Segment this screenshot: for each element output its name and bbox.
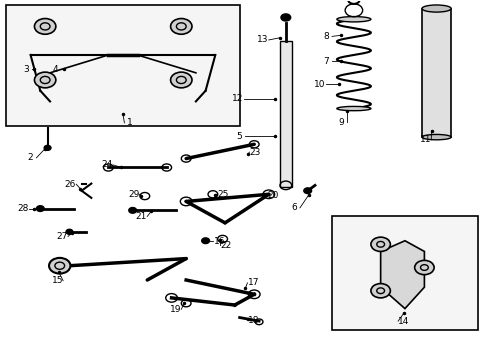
Circle shape: [370, 237, 389, 251]
Text: 26: 26: [64, 180, 76, 189]
Text: 4: 4: [53, 65, 59, 74]
Circle shape: [303, 188, 311, 194]
Text: 28: 28: [18, 204, 29, 213]
Circle shape: [201, 238, 209, 244]
Text: 15: 15: [51, 276, 63, 285]
Circle shape: [34, 18, 56, 34]
Text: 20: 20: [266, 190, 278, 199]
Circle shape: [44, 145, 51, 150]
Polygon shape: [380, 241, 424, 309]
Circle shape: [414, 260, 433, 275]
Ellipse shape: [336, 17, 370, 22]
Circle shape: [34, 72, 56, 88]
Text: 12: 12: [231, 94, 243, 103]
Text: 5: 5: [236, 132, 242, 141]
Text: 1: 1: [127, 118, 133, 127]
Bar: [421, 9, 450, 137]
Ellipse shape: [421, 134, 450, 140]
Text: 8: 8: [323, 32, 328, 41]
Text: 21: 21: [136, 212, 147, 221]
Text: 22: 22: [220, 240, 231, 249]
Bar: [331, 216, 477, 330]
Circle shape: [128, 207, 136, 213]
Text: 25: 25: [217, 190, 228, 199]
Text: 23: 23: [249, 148, 261, 157]
Text: 10: 10: [313, 80, 325, 89]
Text: 11: 11: [419, 135, 430, 144]
Circle shape: [66, 229, 73, 234]
Circle shape: [370, 284, 389, 298]
Text: 6: 6: [291, 203, 296, 212]
Text: 18: 18: [247, 315, 259, 324]
Bar: [6, 5, 239, 126]
Text: 17: 17: [247, 278, 259, 287]
Circle shape: [170, 72, 192, 88]
Ellipse shape: [421, 5, 450, 12]
Ellipse shape: [336, 107, 370, 111]
Text: 19: 19: [169, 305, 181, 314]
Text: 27: 27: [56, 232, 68, 241]
Bar: [279, 41, 291, 187]
Text: 7: 7: [323, 57, 328, 66]
Circle shape: [36, 206, 44, 211]
Circle shape: [281, 14, 290, 21]
Text: 13: 13: [257, 36, 268, 45]
Circle shape: [49, 258, 70, 274]
Text: 9: 9: [337, 118, 343, 127]
Text: 3: 3: [23, 65, 28, 74]
Text: 24: 24: [102, 161, 113, 170]
Text: 14: 14: [398, 316, 409, 325]
Circle shape: [170, 18, 192, 34]
Text: 2: 2: [28, 153, 33, 162]
Text: 16: 16: [213, 237, 224, 246]
Text: 29: 29: [128, 190, 139, 199]
